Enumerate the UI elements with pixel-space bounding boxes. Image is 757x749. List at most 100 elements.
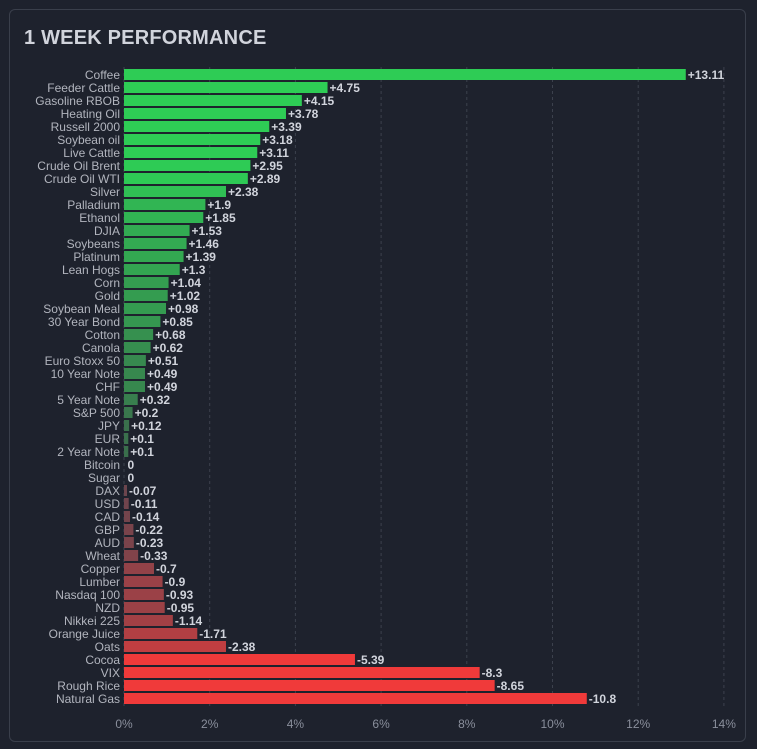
- category-label: Sugar: [88, 471, 120, 485]
- x-tick-label: 14%: [712, 717, 736, 731]
- category-label: 2 Year Note: [57, 445, 120, 459]
- category-label: Ethanol: [79, 211, 120, 225]
- bar: [124, 121, 270, 132]
- bar: [124, 212, 204, 223]
- category-label: DAX: [95, 484, 120, 498]
- value-label: -0.07: [129, 484, 157, 498]
- value-label: -0.95: [167, 601, 195, 615]
- x-tick-label: 6%: [372, 717, 390, 731]
- category-label: Lumber: [79, 575, 120, 589]
- category-label: Palladium: [67, 198, 120, 212]
- bar: [124, 589, 164, 600]
- bar: [124, 537, 134, 548]
- bar: [124, 615, 173, 626]
- bar: [124, 693, 587, 704]
- bar: [124, 576, 163, 587]
- bars: [124, 69, 686, 704]
- bar: [124, 264, 180, 275]
- value-label: -0.7: [156, 562, 177, 576]
- value-label: +3.39: [271, 120, 302, 134]
- category-label: Canola: [82, 341, 120, 355]
- bar: [124, 667, 480, 678]
- labels: Coffee +13.11 Feeder Cattle +4.75 Gasoline R…: [35, 68, 724, 706]
- value-label: +0.32: [140, 393, 171, 407]
- category-label: Coffee: [85, 68, 120, 82]
- bar: [124, 355, 146, 366]
- category-label: Lean Hogs: [62, 263, 120, 277]
- value-label: -5.39: [357, 653, 385, 667]
- bar: [124, 485, 127, 496]
- bar: [124, 368, 145, 379]
- bar: [124, 303, 166, 314]
- x-tick-label: 12%: [626, 717, 650, 731]
- category-label: 5 Year Note: [57, 393, 120, 407]
- bar: [124, 563, 154, 574]
- value-label: 0: [128, 458, 135, 472]
- value-label: +2.38: [228, 185, 259, 199]
- category-label: GBP: [95, 523, 120, 537]
- category-label: Heating Oil: [61, 107, 120, 121]
- value-label: +0.49: [147, 380, 178, 394]
- category-label: S&P 500: [73, 406, 120, 420]
- category-label: 10 Year Note: [51, 367, 121, 381]
- bar: [124, 394, 138, 405]
- value-label: +0.2: [135, 406, 159, 420]
- value-label: +4.75: [330, 81, 361, 95]
- value-label: +0.1: [130, 432, 154, 446]
- value-label: +0.98: [168, 302, 199, 316]
- value-label: +3.78: [288, 107, 319, 121]
- value-label: +0.12: [131, 419, 162, 433]
- category-label: Gold: [95, 289, 120, 303]
- bar: [124, 381, 145, 392]
- category-label: EUR: [95, 432, 121, 446]
- x-tick-label: 2%: [201, 717, 219, 731]
- category-label: Corn: [94, 276, 120, 290]
- x-tick-label: 8%: [458, 717, 476, 731]
- category-label: DJIA: [94, 224, 120, 238]
- category-label: CHF: [95, 380, 120, 394]
- value-label: -8.65: [497, 679, 525, 693]
- bar: [124, 433, 129, 444]
- bar: [124, 160, 251, 171]
- value-label: +0.68: [155, 328, 186, 342]
- bar: [124, 147, 258, 158]
- value-label: +2.95: [252, 159, 283, 173]
- value-label: 0: [128, 471, 135, 485]
- category-label: Nikkei 225: [64, 614, 120, 628]
- category-label: Bitcoin: [84, 458, 120, 472]
- x-axis: 0% 2% 4% 6% 8% 10% 12% 14%: [115, 717, 736, 731]
- value-label: -10.8: [589, 692, 617, 706]
- value-label: +1.3: [182, 263, 206, 277]
- category-label: Silver: [90, 185, 120, 199]
- bar: [124, 108, 286, 119]
- bar: [124, 602, 165, 613]
- value-label: -0.11: [131, 497, 158, 511]
- bar: [124, 329, 154, 340]
- bar: [124, 173, 248, 184]
- category-label: Wheat: [85, 549, 120, 563]
- category-label: Soybeans: [67, 237, 120, 251]
- value-label: +1.53: [192, 224, 223, 238]
- category-label: Feeder Cattle: [47, 81, 120, 95]
- value-label: +0.62: [153, 341, 184, 355]
- category-label: Cocoa: [85, 653, 120, 667]
- category-label: CAD: [95, 510, 121, 524]
- bar: [124, 290, 168, 301]
- category-label: Orange Juice: [49, 627, 121, 641]
- x-tick-label: 10%: [540, 717, 564, 731]
- bar: [124, 680, 495, 691]
- x-tick-label: 4%: [287, 717, 305, 731]
- category-label: Soybean Meal: [43, 302, 120, 316]
- category-label: 30 Year Bond: [48, 315, 120, 329]
- category-label: Rough Rice: [57, 679, 120, 693]
- bar: [124, 498, 129, 509]
- category-label: Copper: [81, 562, 120, 576]
- bar: [124, 641, 226, 652]
- value-label: -0.23: [136, 536, 164, 550]
- value-label: +0.49: [147, 367, 178, 381]
- bar: [124, 95, 302, 106]
- category-label: Crude Oil Brent: [37, 159, 120, 173]
- bar: [124, 69, 686, 80]
- bar: [124, 628, 198, 639]
